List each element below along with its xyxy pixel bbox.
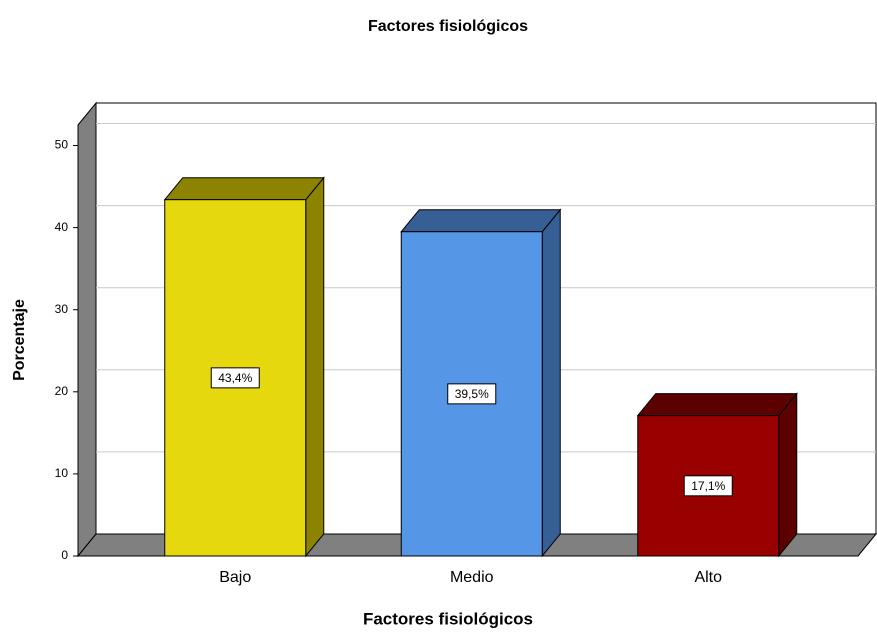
value-label: 17,1% (691, 479, 725, 493)
y-tick-label: 0 (61, 548, 68, 562)
x-tick-label: Alto (694, 569, 722, 586)
bar-top (400, 209, 562, 233)
bar-side (778, 392, 798, 558)
value-label-box (683, 475, 733, 497)
chart-title: Factores fisiológicos (368, 18, 528, 35)
x-tick-label: Bajo (219, 569, 251, 586)
left-wall (77, 101, 97, 558)
y-tick-label: 40 (55, 220, 69, 234)
bar-side (305, 176, 325, 558)
bar-top (636, 393, 798, 417)
y-tick-label: 50 (55, 138, 69, 152)
value-label: 39,5% (455, 387, 489, 401)
x-tick-label: Medio (450, 569, 494, 586)
y-tick-label: 10 (55, 466, 69, 480)
value-label-box (210, 367, 260, 389)
y-tick-label: 20 (55, 384, 69, 398)
x-axis-label: Factores fisiológicos (363, 609, 533, 628)
y-tick-label: 30 (55, 302, 69, 316)
bar-side (541, 208, 561, 558)
bar-top (163, 177, 325, 201)
value-label: 43,4% (218, 371, 252, 385)
y-axis-label: Porcentaje (11, 299, 28, 381)
value-label-box (447, 383, 497, 405)
